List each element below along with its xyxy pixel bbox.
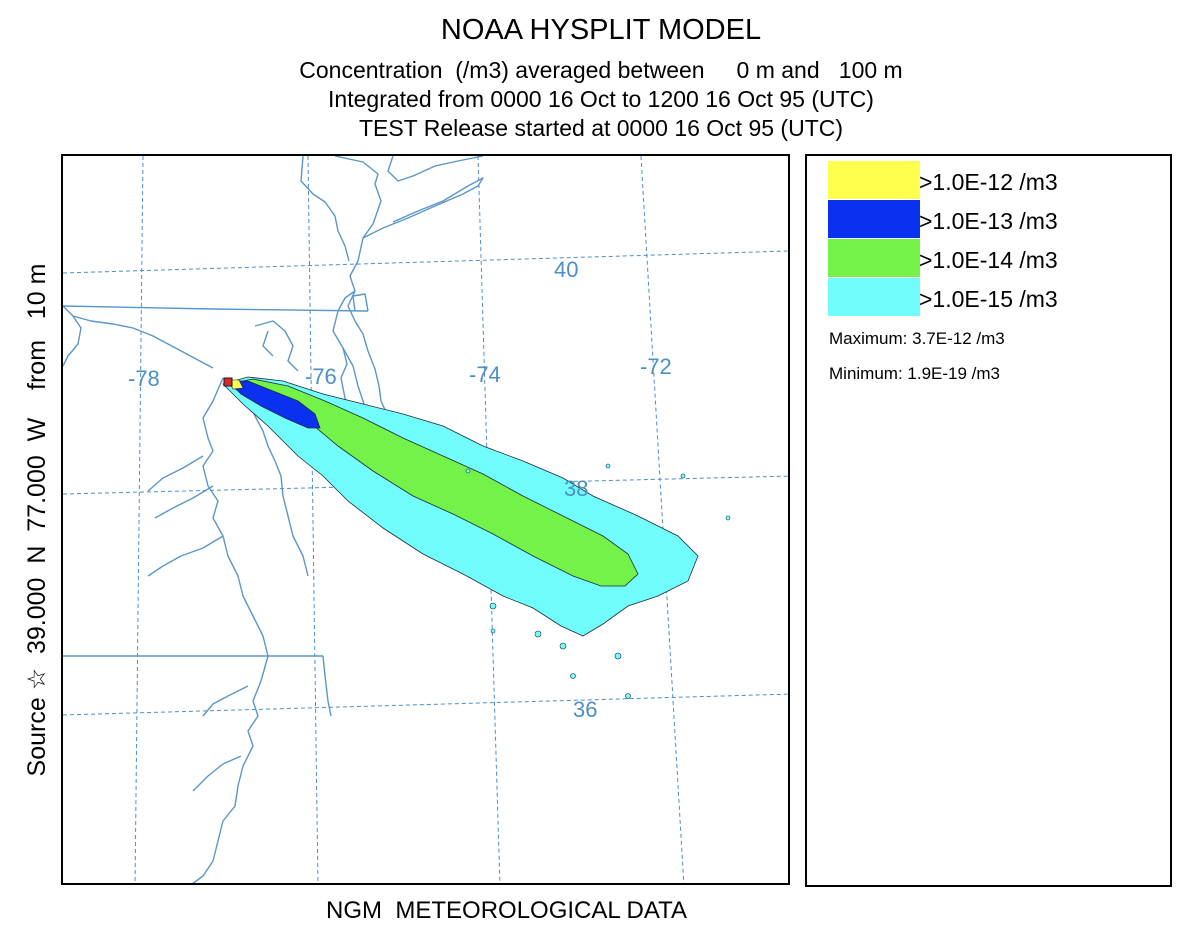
source-marker: [223, 377, 233, 387]
legend-panel: >1.0E-12 /m3 >1.0E-13 /m3 >1.0E-14 /m3 >…: [805, 154, 1172, 887]
integration-period-subtitle: Integrated from 0000 16 Oct to 1200 16 O…: [328, 86, 874, 112]
plume-contour-1e-13: [227, 380, 321, 429]
west-virginia-panhandle: [63, 305, 82, 367]
plume-speckles: [465, 463, 731, 699]
legend-swatch-1e-12: [828, 161, 920, 199]
lon-label-72: -72: [640, 354, 672, 379]
lon-label-78: -78: [128, 366, 160, 391]
release-start-subtitle: TEST Release started at 0000 16 Oct 95 (…: [358, 115, 844, 141]
chart-title: NOAA HYSPLIT MODEL: [440, 14, 762, 46]
new-york-harbor: [387, 156, 484, 182]
dispersion-map: -78 -76 -74 -72 40 38 36: [63, 156, 788, 883]
potomac-river: [72, 315, 214, 369]
legend-label-1e-12: >1.0E-12 /m3: [919, 169, 1058, 195]
outer-banks: [192, 655, 269, 883]
minimum-concentration: Minimum: 1.9E-19 /m3: [829, 364, 1000, 383]
legend-swatch-1e-15: [828, 278, 920, 316]
lon-label-74: -74: [469, 362, 501, 387]
meridian-76: [307, 156, 319, 883]
meridian-72: [640, 156, 685, 883]
concentration-subtitle: Concentration (/m3) averaged between 0 m…: [299, 57, 903, 83]
albemarle-sound: [202, 685, 249, 717]
maximum-concentration: Maximum: 3.7E-12 /m3: [829, 329, 1005, 348]
meteorological-data-label: NGM METEOROLOGICAL DATA: [326, 897, 687, 924]
chesapeake-west: [202, 377, 269, 657]
lat-label-38: 38: [564, 476, 588, 501]
source-location-label: Source ☆ 39.000 N 77.000 W from 10 m: [23, 263, 51, 777]
meridian-78: [134, 156, 144, 883]
york-river: [154, 485, 214, 519]
new-jersey-coast: [334, 156, 399, 447]
legend-swatch-1e-13: [828, 200, 920, 238]
long-island-coast: [362, 177, 484, 239]
parallel-36: [63, 693, 788, 716]
rappahannock-river: [147, 455, 204, 492]
james-river: [147, 535, 224, 577]
map-panel: -78 -76 -74 -72 40 38 36: [61, 154, 790, 885]
lat-label-40: 40: [554, 257, 578, 282]
legend-label-1e-15: >1.0E-15 /m3: [919, 286, 1058, 312]
lat-label-36: 36: [573, 697, 597, 722]
hudson-river: [300, 156, 350, 262]
susquehanna-mouth: [262, 330, 274, 357]
delaware-north-border: [352, 293, 369, 312]
legend-label-1e-13: >1.0E-13 /m3: [919, 208, 1058, 234]
lon-label-76: -76: [305, 364, 337, 389]
eastern-shore-tip: [322, 655, 332, 717]
parallel-40: [63, 250, 788, 274]
pamlico-sound: [192, 755, 242, 792]
legend-label-1e-14: >1.0E-14 /m3: [919, 247, 1058, 273]
legend-swatch-1e-14: [828, 239, 920, 277]
upper-bay: [254, 320, 299, 372]
plume-contour-1e-14: [226, 378, 639, 587]
mason-dixon-border: [63, 305, 369, 312]
